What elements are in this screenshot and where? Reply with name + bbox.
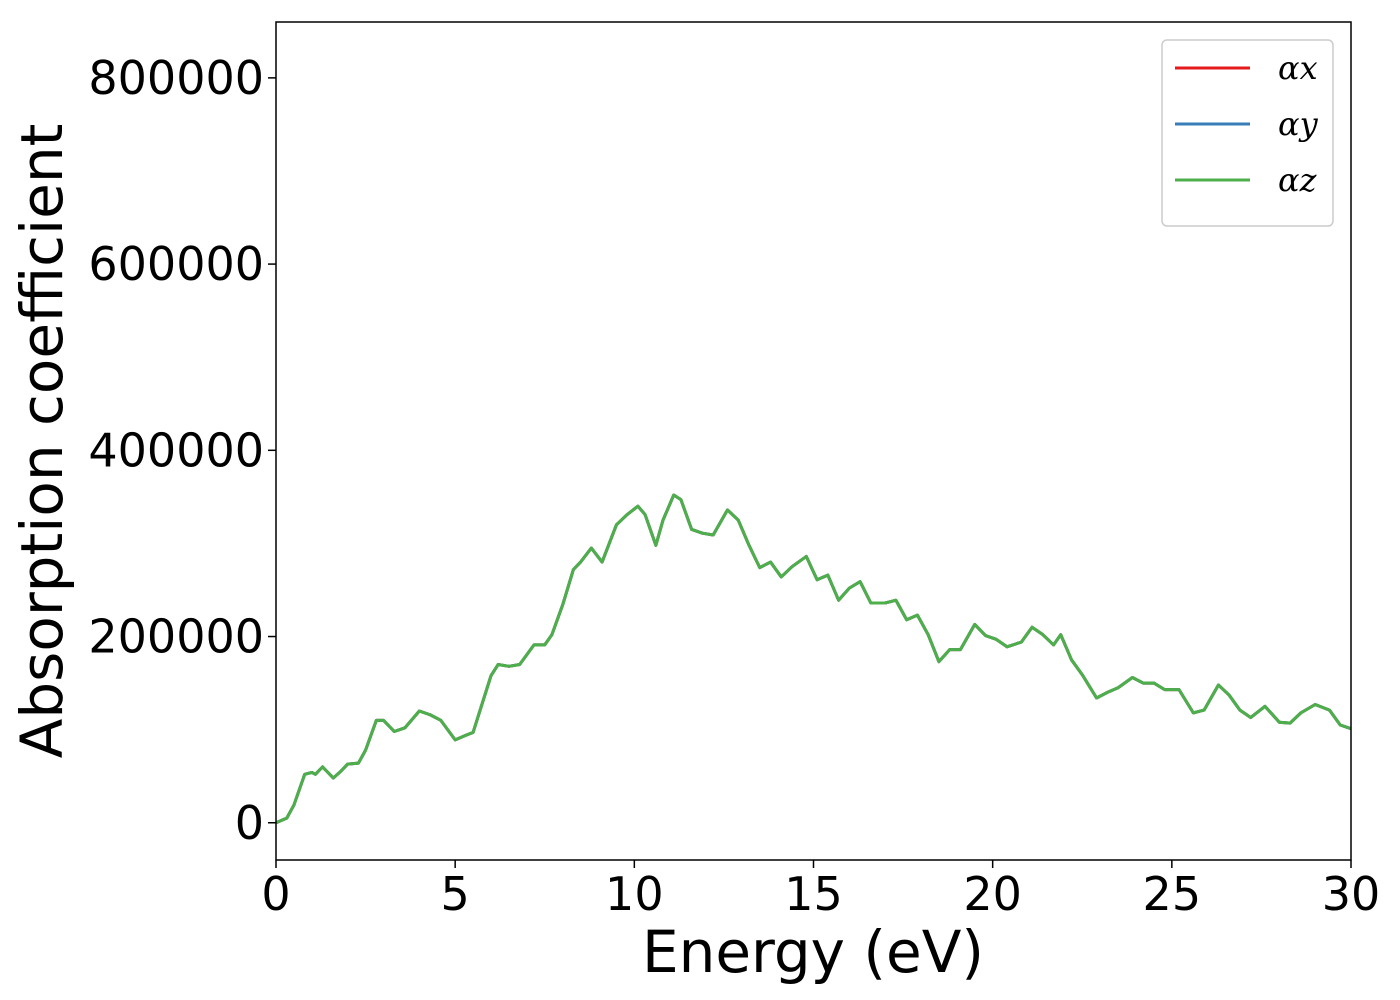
line-series [275, 493, 1352, 825]
legend-label: αy [1278, 105, 1319, 143]
y-tick-label: 400000 [88, 423, 264, 477]
x-axis-label: Energy (eV) [642, 918, 984, 986]
y-tick-label: 200000 [88, 610, 264, 664]
x-tick-label: 0 [261, 867, 290, 921]
legend-label: αx [1278, 49, 1318, 87]
legend-label: αz [1278, 161, 1318, 199]
x-tick-label: 30 [1322, 867, 1381, 921]
plot-frame [275, 21, 1352, 861]
x-tick-label: 5 [441, 867, 470, 921]
x-tick-label: 25 [1143, 867, 1202, 921]
y-tick-label: 0 [235, 796, 264, 850]
y-tick-label: 800000 [88, 51, 264, 105]
x-tick-label: 20 [963, 867, 1022, 921]
line-series [275, 493, 1352, 825]
y-axis-label: Absorption coefficient [8, 124, 76, 759]
y-tick-label: 600000 [88, 237, 264, 291]
line-series [275, 493, 1352, 825]
x-tick-label: 10 [605, 867, 664, 921]
x-tick-label: 15 [784, 867, 843, 921]
